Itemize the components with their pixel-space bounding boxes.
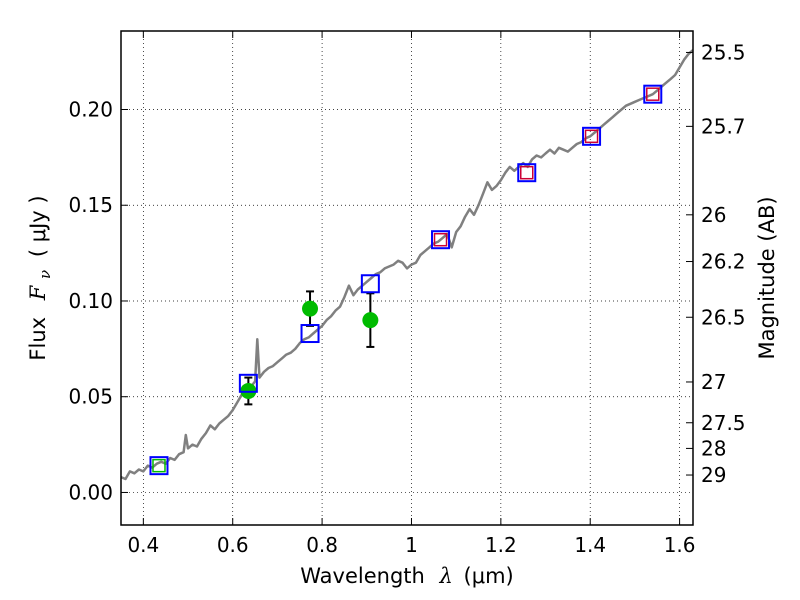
red-square-marker	[646, 87, 660, 101]
magnitude-tick-label: 25.7	[701, 114, 746, 138]
x-axis-label-text: Wavelength	[300, 564, 425, 588]
blue-square-marker	[238, 373, 258, 393]
y-tick-label: 0.00	[68, 480, 113, 504]
ticks: 0.4 0.6 0.8 1 1.2 1.4 1.6 0.00 0.05 0.10 0.15 0.20 2…	[68, 31, 746, 557]
plot-background	[121, 31, 693, 525]
x-axis-label: Wavelength λ (μm)	[300, 564, 513, 588]
red-square-marker	[584, 129, 599, 144]
plot-frame	[120, 30, 694, 526]
x-tick-label: 1.6	[664, 533, 696, 557]
magnitude-tick-label: 26.5	[701, 305, 746, 329]
observed-flux-point	[362, 312, 379, 329]
observed-flux-point	[302, 300, 319, 317]
blue-square-marker	[517, 163, 537, 183]
green-square-marker	[152, 458, 166, 473]
magnitude-tick-label: 28	[701, 436, 726, 460]
red-square-marker	[433, 232, 448, 247]
y-tick-label: 0.15	[68, 193, 113, 217]
y-tick-label: 0.10	[68, 289, 113, 313]
x-tick-label: 1.4	[574, 533, 606, 557]
y-axis-label-unit: ( μJy )	[26, 195, 50, 257]
red-square-marker	[520, 165, 534, 180]
magnitude-tick-label: 27	[701, 370, 726, 394]
blue-square-marker	[643, 84, 663, 104]
blue-square-marker	[300, 324, 320, 344]
blue-square-marker	[582, 126, 602, 146]
blue-square-marker	[360, 274, 380, 294]
y2-axis-label: Magnitude (AB)	[755, 196, 779, 359]
magnitude-tick-label: 27.5	[701, 411, 746, 435]
x-tick-label: 0.4	[127, 533, 159, 557]
blue-square-marker	[431, 230, 451, 250]
x-tick-label: 1.2	[485, 533, 517, 557]
x-tick-label: 0.6	[217, 533, 249, 557]
y-axis-label-symbol: F	[26, 284, 50, 301]
x-tick-label: 0.8	[306, 533, 338, 557]
y-tick-label: 0.20	[68, 98, 113, 122]
magnitude-tick-label: 26.2	[701, 250, 746, 274]
y-axis-label-sub: ν	[36, 270, 54, 279]
magnitude-tick-label: 26	[701, 203, 726, 227]
y-axis-label: Flux F ν ( μJy )	[26, 195, 55, 360]
model-spectrum-line	[121, 49, 693, 481]
blue-square-marker	[149, 456, 169, 476]
y-tick-label: 0.05	[68, 385, 113, 409]
magnitude-tick-label: 25.5	[701, 40, 746, 64]
plot-content	[121, 49, 693, 481]
x-axis-label-unit: (μm)	[464, 564, 514, 588]
y-axis-label-text: Flux	[26, 317, 50, 361]
x-tick-label: 1	[405, 533, 418, 557]
x-axis-label-symbol: λ	[439, 564, 453, 588]
magnitude-tick-label: 29	[701, 463, 726, 487]
grid	[121, 31, 693, 525]
